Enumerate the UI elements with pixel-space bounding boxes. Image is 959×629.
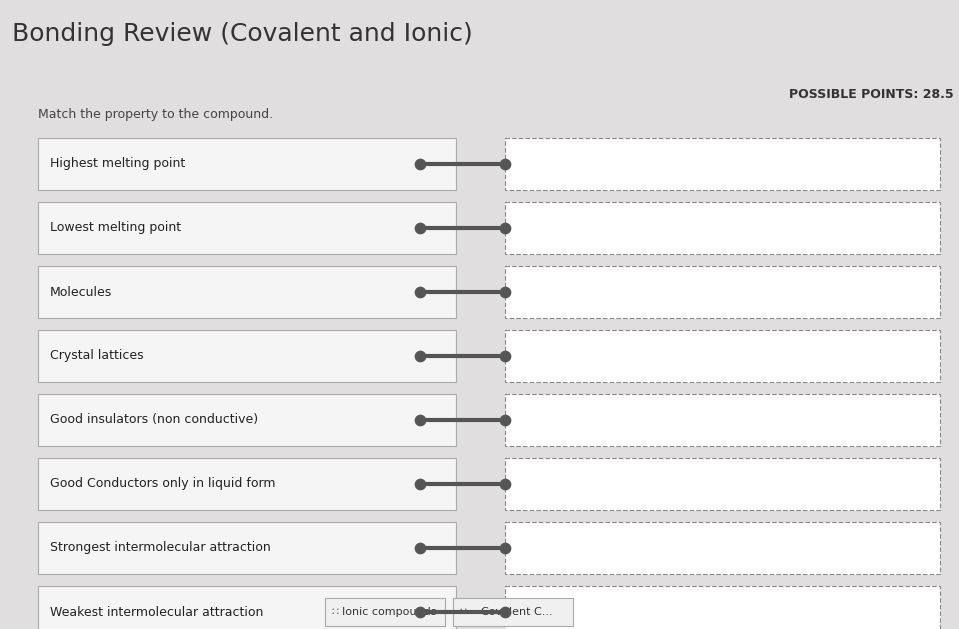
Bar [505, 394, 940, 446]
Text: Covalent C...: Covalent C... [481, 607, 552, 617]
Text: Good insulators (non conductive): Good insulators (non conductive) [50, 413, 258, 426]
Bar [38, 458, 456, 510]
Text: ∷: ∷ [459, 607, 466, 617]
Text: ∷: ∷ [331, 607, 339, 617]
Point [412, 415, 428, 425]
Bar [38, 586, 456, 629]
Text: Strongest intermolecular attraction: Strongest intermolecular attraction [50, 542, 270, 555]
Bar [38, 266, 456, 318]
Bar [38, 138, 456, 190]
Bar [505, 138, 940, 190]
Bar [38, 522, 456, 574]
Point [498, 351, 513, 361]
Text: Good Conductors only in liquid form: Good Conductors only in liquid form [50, 477, 275, 491]
Point [412, 607, 428, 617]
Text: Bonding Review (Covalent and Ionic): Bonding Review (Covalent and Ionic) [12, 22, 473, 46]
Bar [505, 266, 940, 318]
Text: POSSIBLE POINTS: 28.5: POSSIBLE POINTS: 28.5 [789, 88, 954, 101]
Bar [325, 598, 445, 626]
Bar [38, 202, 456, 254]
Point [412, 223, 428, 233]
Bar [505, 586, 940, 629]
Point [498, 607, 513, 617]
Text: Ionic compounds: Ionic compounds [341, 607, 436, 617]
Point [412, 543, 428, 553]
Point [498, 415, 513, 425]
Point [412, 159, 428, 169]
Point [498, 159, 513, 169]
Point [412, 287, 428, 297]
Text: Lowest melting point: Lowest melting point [50, 221, 181, 235]
Point [412, 479, 428, 489]
Point [498, 287, 513, 297]
Bar [38, 394, 456, 446]
Point [412, 351, 428, 361]
Text: Match the property to the compound.: Match the property to the compound. [38, 108, 273, 121]
Text: Weakest intermolecular attraction: Weakest intermolecular attraction [50, 606, 264, 618]
Bar [505, 458, 940, 510]
Bar [505, 522, 940, 574]
Bar [38, 330, 456, 382]
Text: Crystal lattices: Crystal lattices [50, 350, 144, 362]
Bar [505, 330, 940, 382]
Text: Molecules: Molecules [50, 286, 112, 299]
Bar [453, 598, 573, 626]
Text: Highest melting point: Highest melting point [50, 157, 185, 170]
Point [498, 479, 513, 489]
Bar [505, 202, 940, 254]
Point [498, 543, 513, 553]
Point [498, 223, 513, 233]
